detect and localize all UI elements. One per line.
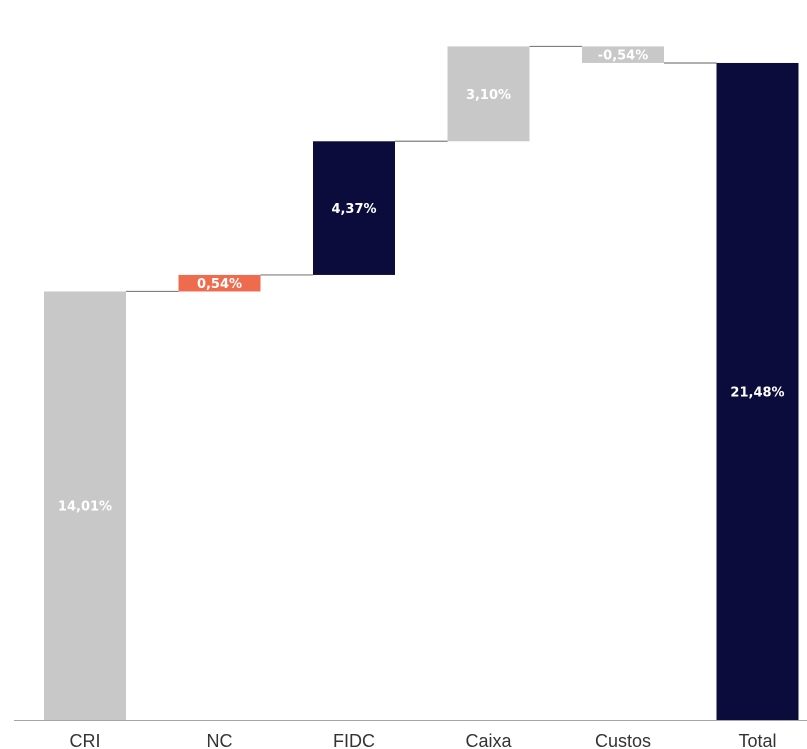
x-tick-label-total: Total [738,731,776,749]
x-tick-label-cri: CRI [70,731,101,749]
bar-caixa [447,46,530,142]
data-label-cri: 14,01% [58,500,112,515]
data-label-caixa: 3,10% [466,88,511,103]
data-label-nc: 0,54% [197,277,242,292]
x-tick-label-fidc: FIDC [333,731,375,749]
x-tick-label-nc: NC [207,731,233,749]
bar-custos [582,46,664,63]
data-label-custos: -0,54% [598,49,649,64]
bar-fidc [313,141,395,275]
data-label-total: 21,48% [730,385,784,400]
bar-total [716,62,799,720]
bar-nc [178,274,261,292]
x-tick-label-caixa: Caixa [465,731,512,749]
x-tick-label-custos: Custos [595,731,651,749]
bar-cri [44,291,126,720]
data-label-fidc: 4,37% [331,202,376,217]
